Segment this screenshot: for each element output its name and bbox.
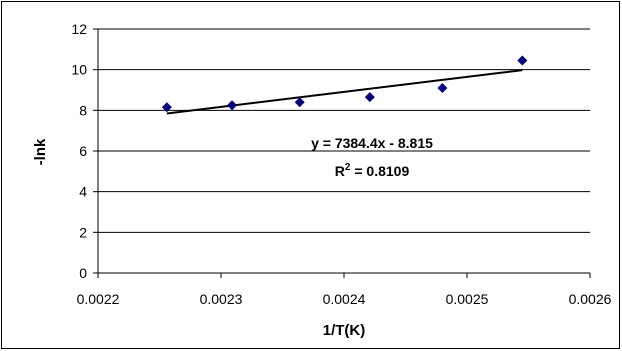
x-tick-label-2: 0.0024 [323, 291, 366, 307]
data-point-0-4 [437, 82, 448, 93]
data-point-0-2 [294, 97, 305, 108]
axes [93, 28, 591, 278]
data-point-0-3 [364, 92, 375, 103]
y-axis-title: -lnk [32, 138, 49, 165]
y-tick-label-3: 6 [79, 143, 87, 159]
data-point-0-1 [227, 100, 238, 111]
y-tick-label-2: 4 [79, 184, 87, 200]
data-point-0-5 [517, 55, 528, 66]
r-squared-value: = 0.8109 [350, 163, 409, 179]
x-tick-label-1: 0.0023 [200, 291, 243, 307]
data-points [161, 55, 528, 113]
x-tick-label-3: 0.0025 [446, 291, 489, 307]
y-tick-label-6: 12 [71, 21, 87, 37]
trendline-group [166, 69, 523, 115]
trendline [166, 69, 523, 115]
y-tick-label-1: 2 [79, 224, 87, 240]
x-tick-label-0: 0.0022 [77, 291, 120, 307]
data-point-0-0 [161, 102, 172, 113]
x-axis-title: 1/T(K) [323, 322, 366, 339]
x-tick-label-4: 0.0026 [569, 291, 612, 307]
tick-labels: 0 2 4 6 8 10 12 0.0022 0.0023 0.0024 0.0025 0.0026 [71, 21, 611, 307]
grid-lines [98, 28, 590, 233]
y-tick-label-5: 10 [71, 62, 87, 78]
r-squared-label: R2 = 0.8109 [335, 162, 410, 179]
r-squared-letter: R [335, 163, 345, 179]
y-tick-label-0: 0 [79, 265, 87, 281]
y-tick-label-4: 8 [79, 102, 87, 118]
r-squared-superscript: 2 [345, 162, 351, 173]
trendline-equation: y = 7384.4x - 8.815 [311, 135, 433, 151]
